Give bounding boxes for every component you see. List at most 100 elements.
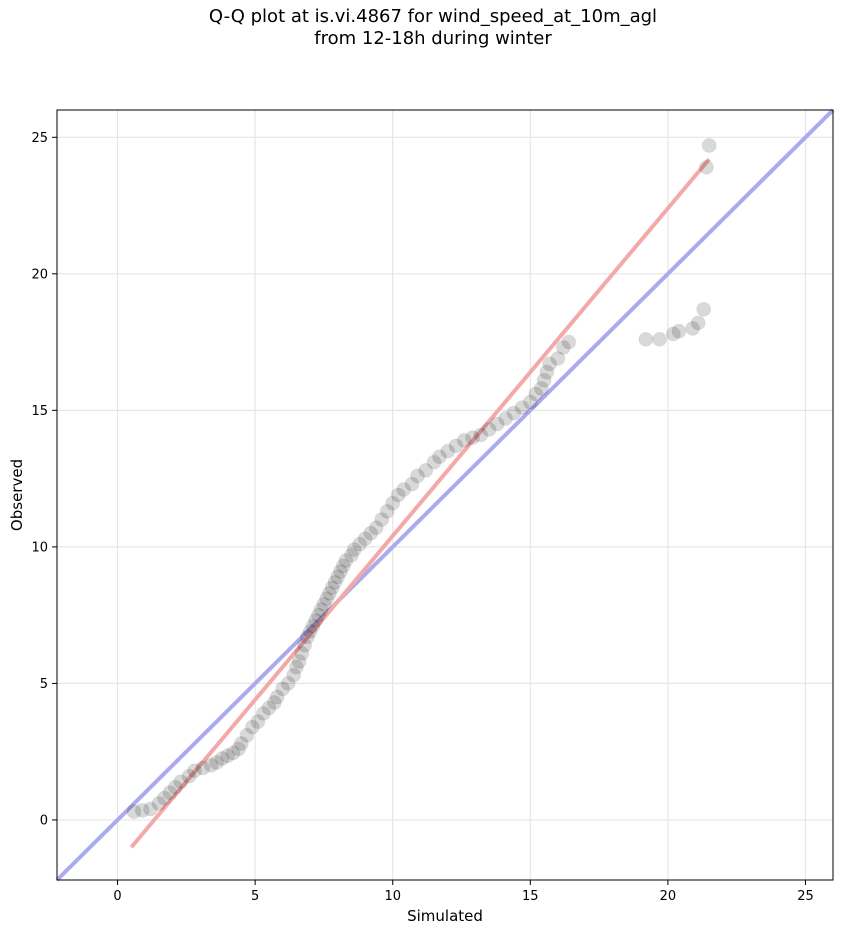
- data-point: [473, 427, 489, 443]
- data-point: [156, 790, 172, 806]
- data-point: [266, 695, 282, 711]
- data-point: [489, 416, 505, 432]
- data-point: [294, 645, 310, 661]
- chart-title-block: Q-Q plot at is.vi.4867 for wind_speed_at…: [0, 6, 843, 50]
- plot-frame: [56, 109, 834, 881]
- data-point: [327, 574, 343, 590]
- data-point: [409, 468, 425, 484]
- data-point: [280, 675, 296, 691]
- data-point: [701, 137, 717, 153]
- data-point: [173, 774, 189, 790]
- y-tick-label: 15: [31, 404, 48, 419]
- y-tick-label: 5: [40, 677, 48, 692]
- identity-reference-line: [55, 108, 835, 882]
- data-point: [528, 386, 544, 402]
- data-point: [332, 563, 348, 579]
- data-point: [671, 323, 687, 339]
- data-point: [324, 580, 340, 596]
- data-point: [143, 801, 159, 817]
- data-point: [297, 637, 313, 653]
- data-point: [134, 802, 150, 818]
- x-axis-label: Simulated: [407, 907, 483, 925]
- y-tick-label: 0: [40, 813, 48, 828]
- chart-title: Q-Q plot at is.vi.4867 for wind_speed_at…: [208, 6, 658, 27]
- data-point: [374, 512, 390, 528]
- data-point: [404, 476, 420, 492]
- data-point: [181, 768, 197, 784]
- data-point: [167, 779, 183, 795]
- data-point: [316, 596, 332, 612]
- data-point: [385, 495, 401, 511]
- data-point: [561, 334, 577, 350]
- data-point: [431, 449, 447, 465]
- data-point: [255, 705, 271, 721]
- y-tick-label: 20: [31, 267, 48, 282]
- data-point: [522, 394, 538, 410]
- data-point: [390, 487, 406, 503]
- data-point: [162, 785, 178, 801]
- data-point: [343, 547, 359, 563]
- data-point: [321, 585, 337, 601]
- data-point: [506, 405, 522, 421]
- data-point: [313, 602, 329, 618]
- data-point: [299, 629, 315, 645]
- data-point: [465, 430, 481, 446]
- data-point: [269, 689, 285, 705]
- data-point: [638, 331, 654, 347]
- data-point: [379, 503, 395, 519]
- data-point: [261, 700, 277, 716]
- y-tick-label: 10: [31, 540, 48, 555]
- data-point: [426, 454, 442, 470]
- data-point: [291, 654, 307, 670]
- data-point: [357, 531, 373, 547]
- data-point: [308, 613, 324, 629]
- data-point: [126, 804, 142, 820]
- data-point: [310, 607, 326, 623]
- data-point: [244, 719, 260, 735]
- fit-line: [129, 157, 711, 849]
- data-point: [665, 326, 681, 342]
- data-point: [498, 411, 514, 427]
- data-point: [418, 462, 434, 478]
- data-point: [368, 520, 384, 536]
- grid-lines: [57, 110, 833, 880]
- data-point: [225, 745, 241, 761]
- data-point: [539, 364, 555, 380]
- data-point: [536, 372, 552, 388]
- x-tick-label: 0: [113, 889, 121, 904]
- data-point: [481, 421, 497, 437]
- data-point: [305, 618, 321, 634]
- data-point: [346, 542, 362, 558]
- x-tick-label: 5: [251, 889, 259, 904]
- data-point: [275, 681, 291, 697]
- data-point: [319, 591, 335, 607]
- data-point: [220, 748, 236, 764]
- data-point: [440, 443, 456, 459]
- data-point: [533, 381, 549, 397]
- data-point: [685, 320, 701, 336]
- data-point: [652, 331, 668, 347]
- data-point: [250, 714, 266, 730]
- data-point: [239, 727, 255, 743]
- data-point: [338, 553, 354, 569]
- data-point: [696, 301, 712, 317]
- x-tick-label: 10: [384, 889, 401, 904]
- data-point: [214, 750, 230, 766]
- data-point: [286, 667, 302, 683]
- data-point: [335, 558, 351, 574]
- data-point: [698, 159, 714, 175]
- y-tick-label: 25: [31, 131, 48, 146]
- axis-ticks: 0 5 10 15 20 25 0 5 10 15 20 25: [31, 131, 813, 904]
- data-point: [448, 438, 464, 454]
- data-point: [550, 350, 566, 366]
- data-points: [126, 137, 717, 820]
- data-point: [151, 796, 167, 812]
- reference-lines: [55, 108, 835, 882]
- x-tick-label: 20: [660, 889, 677, 904]
- data-point: [456, 432, 472, 448]
- data-point: [555, 340, 571, 356]
- data-point: [514, 400, 530, 416]
- y-axis-label: Observed: [8, 459, 26, 531]
- data-point: [203, 757, 219, 773]
